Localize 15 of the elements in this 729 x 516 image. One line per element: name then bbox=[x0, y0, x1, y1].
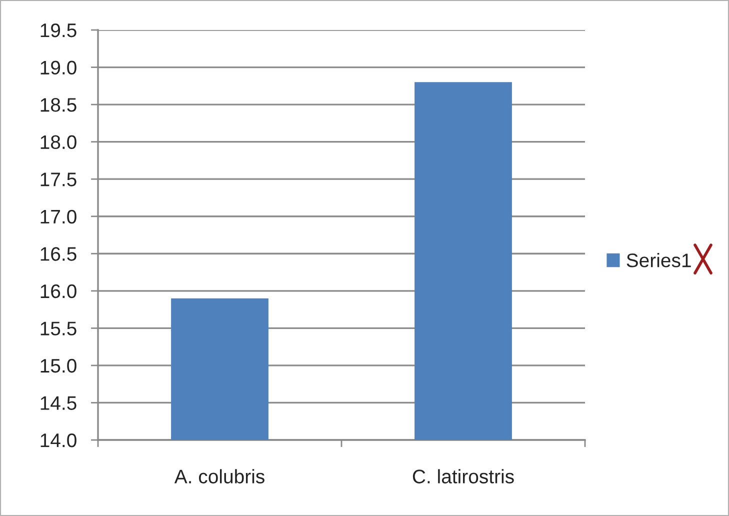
y-tick-label: 16.5 bbox=[40, 247, 76, 261]
y-tick-label: 17.5 bbox=[40, 172, 76, 186]
y-tick-label: 14.0 bbox=[40, 433, 76, 448]
x-tick-label: A. colubris bbox=[174, 469, 264, 484]
y-tick-label: 14.5 bbox=[40, 396, 76, 410]
y-tick-label: 15.5 bbox=[40, 322, 76, 336]
x-tick-label: C. latirostris bbox=[412, 469, 514, 484]
y-tick-label: 18.5 bbox=[40, 98, 76, 112]
y-tick-label: 19.0 bbox=[40, 60, 76, 75]
y-tick-label: 15.0 bbox=[40, 358, 76, 373]
y-tick-label: 18.0 bbox=[40, 135, 76, 150]
y-tick-label: 16.0 bbox=[40, 284, 76, 298]
y-tick-label: 19.5 bbox=[40, 23, 76, 38]
y-tick-label: 17.0 bbox=[40, 210, 76, 224]
legend-label: Series1 bbox=[626, 252, 691, 268]
